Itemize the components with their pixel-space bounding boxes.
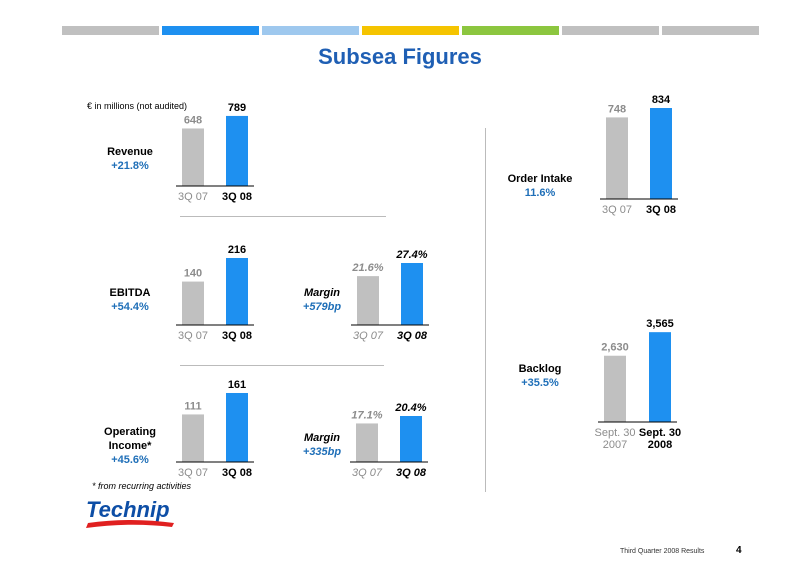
revenue-value-label-1: 789: [228, 102, 246, 114]
operating-income-title-line1: Operating: [104, 426, 156, 438]
top-bar-segment: [562, 26, 659, 35]
revenue-bar-1: [226, 115, 248, 186]
revenue-category-label-0: 3Q 07: [178, 191, 208, 203]
order_intake-bar-1: [650, 108, 672, 199]
ebitda-category-label-0: 3Q 07: [178, 330, 208, 342]
op_income-bar-0: [182, 414, 204, 462]
op_margin-value-label-0: 17.1%: [351, 409, 382, 421]
ebitda-margin-label: Margin +579bp: [282, 286, 362, 314]
ebitda-change: +54.4%: [111, 301, 149, 313]
top-bar-segment: [262, 26, 359, 35]
op_income-value-label-1: 161: [228, 379, 246, 391]
backlog-title: Backlog: [518, 363, 562, 375]
ebitda-value-label-0: 140: [184, 268, 202, 280]
operating-margin-label: Margin +335bp: [282, 431, 362, 459]
top-bar-segment: [62, 26, 159, 35]
units-note: € in millions (not audited): [87, 101, 188, 111]
operating-income-label: Operating Income* +45.6%: [88, 425, 172, 467]
top-bar-segment: [462, 26, 559, 35]
logo-text: Technip: [86, 497, 170, 522]
order-intake-label: Order Intake 11.6%: [492, 172, 588, 200]
page-title: Subsea Figures: [318, 44, 482, 69]
backlog-bar-0: [604, 355, 626, 422]
operating-income-title-line2: Income*: [108, 440, 152, 452]
operating-margin-change: +335bp: [302, 446, 342, 458]
op_margin-category-label-0: 3Q 07: [352, 467, 383, 479]
ebitda_margin-category-label-1: 3Q 08: [397, 330, 428, 342]
op_income-category-label-1: 3Q 08: [222, 467, 252, 479]
ebitda-bar-1: [226, 257, 248, 325]
logo-swoosh: [86, 520, 174, 528]
ebitda-margin-change: +579bp: [302, 301, 342, 313]
backlog-value-label-0: 2,630: [601, 342, 629, 354]
ebitda-category-label-1: 3Q 08: [222, 330, 252, 342]
ebitda_margin-bar-0: [357, 276, 379, 325]
order-intake-change: 11.6%: [524, 187, 556, 199]
ebitda-label: EBITDA +54.4%: [88, 286, 172, 314]
ebitda-bar-0: [182, 281, 204, 325]
ebitda_margin-value-label-0: 21.6%: [351, 262, 383, 274]
order_intake-category-label-1: 3Q 08: [646, 204, 676, 216]
backlog-category-label-0: 2007: [603, 439, 627, 451]
order_intake-category-label-0: 3Q 07: [602, 204, 632, 216]
revenue-change: +21.8%: [111, 160, 149, 172]
backlog-label: Backlog +35.5%: [500, 362, 580, 390]
order_intake-value-label-0: 748: [608, 103, 626, 115]
op_margin-value-label-1: 20.4%: [394, 402, 426, 414]
backlog-value-label-1: 3,565: [646, 318, 674, 330]
op_margin-category-label-1: 3Q 08: [396, 467, 427, 479]
order_intake-value-label-1: 834: [652, 94, 671, 106]
ebitda-margin-title: Margin: [303, 287, 341, 299]
ebitda-title: EBITDA: [109, 287, 151, 299]
order-intake-title: Order Intake: [507, 173, 573, 185]
footnote: * from recurring activities: [92, 481, 192, 491]
revenue-bar-0: [182, 128, 204, 186]
vertical-separator: [485, 128, 486, 492]
ebitda_margin-bar-1: [401, 262, 423, 325]
revenue-label: Revenue +21.8%: [88, 145, 172, 173]
top-bar-segment: [162, 26, 259, 35]
op_income-value-label-0: 111: [184, 400, 201, 412]
backlog-category-label-0: Sept. 30: [595, 427, 636, 439]
backlog-change: +35.5%: [521, 377, 559, 389]
op_income-category-label-0: 3Q 07: [178, 467, 208, 479]
ebitda_margin-category-label-0: 3Q 07: [353, 330, 384, 342]
footer-text: Third Quarter 2008 Results: [620, 548, 705, 555]
revenue-title: Revenue: [107, 146, 153, 158]
order_intake-bar-0: [606, 117, 628, 199]
backlog-category-label-1: 2008: [648, 439, 672, 451]
separator-2: [180, 365, 384, 366]
technip-logo: Technip: [86, 497, 174, 528]
revenue-category-label-1: 3Q 08: [222, 191, 252, 203]
page-number: 4: [736, 545, 742, 556]
op_margin-bar-0: [356, 423, 378, 462]
ebitda-value-label-1: 216: [228, 244, 246, 256]
operating-income-change: +45.6%: [111, 454, 149, 466]
revenue-value-label-0: 648: [184, 114, 202, 126]
top-bar-segment: [662, 26, 759, 35]
backlog-bar-1: [649, 332, 671, 422]
top-bar-segment: [362, 26, 459, 35]
operating-margin-title: Margin: [303, 432, 341, 444]
op_margin-bar-1: [400, 416, 422, 462]
ebitda_margin-value-label-1: 27.4%: [395, 249, 427, 261]
op_income-bar-1: [226, 392, 248, 462]
backlog-category-label-1: Sept. 30: [639, 427, 681, 439]
separator-1: [180, 216, 386, 217]
